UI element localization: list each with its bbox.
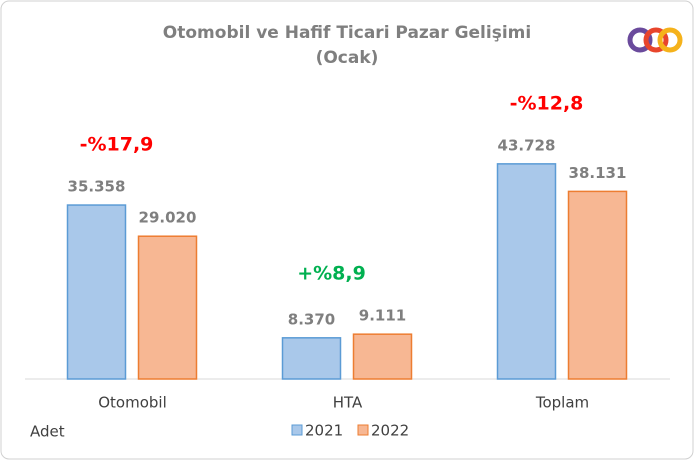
bar (567, 190, 628, 380)
chart-subtitle: (Ocak) (316, 48, 379, 68)
legend-label: 2022 (371, 422, 409, 440)
bar (137, 235, 198, 380)
chart-title: Otomobil ve Hafif Ticari Pazar Gelişimi (163, 23, 531, 43)
value-label: 29.020 (139, 209, 197, 227)
annotation: -%17,9 (80, 134, 154, 156)
bar (352, 333, 413, 380)
value-label: 35.358 (68, 178, 126, 196)
annotation: -%12,8 (510, 92, 584, 114)
legend-label: 2021 (305, 422, 343, 440)
value-label: 8.370 (288, 310, 335, 328)
x-tick-label: Toplam (535, 394, 589, 412)
x-tick-label: HTA (333, 394, 363, 412)
x-tick-label: Otomobil (98, 394, 167, 412)
y-axis-label: Adet (30, 423, 65, 441)
bar (66, 204, 127, 380)
bar (496, 163, 557, 380)
legend-swatch (291, 424, 303, 436)
logo (627, 27, 683, 53)
legend-swatch (357, 424, 369, 436)
value-label: 9.111 (359, 307, 406, 325)
bar (281, 337, 342, 380)
value-label: 43.728 (498, 136, 556, 154)
annotation: +%8,9 (297, 263, 366, 285)
value-label: 38.131 (569, 164, 627, 182)
